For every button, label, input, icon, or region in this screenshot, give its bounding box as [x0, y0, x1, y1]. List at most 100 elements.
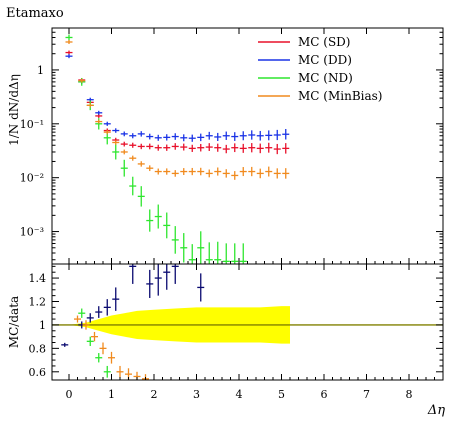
main-point	[214, 241, 222, 264]
y-tick-label: 10⁻³	[20, 226, 44, 239]
main-point	[146, 143, 154, 150]
main-point	[78, 78, 86, 83]
legend-item: MC (DD)	[258, 53, 352, 67]
ratio-point	[86, 336, 94, 347]
y-tick-label: 10⁻²	[20, 172, 44, 185]
main-point	[129, 133, 137, 139]
ratio-point	[95, 306, 103, 318]
ratio-point	[78, 308, 86, 318]
main-point	[154, 144, 162, 151]
ratio-point	[82, 320, 90, 330]
main-point	[231, 171, 239, 180]
main-point	[120, 141, 128, 147]
ratio-point	[163, 264, 171, 290]
main-point	[95, 110, 103, 115]
main-point	[154, 134, 162, 141]
axes: 0 1 2 3 4 5 6 7 8 1 10⁻¹ 10⁻² 10⁻³ 0.6 0.8 1 1.2 1.4	[20, 28, 443, 401]
ratio-y-tick-label: 0.6	[29, 366, 47, 379]
main-point	[197, 133, 205, 142]
main-point	[86, 103, 94, 108]
main-point	[222, 144, 230, 154]
ratio-point	[99, 342, 107, 355]
main-point	[163, 212, 171, 239]
main-point	[163, 168, 171, 175]
main-point	[129, 176, 137, 196]
main-point	[65, 50, 73, 55]
x-tick-label: 2	[151, 388, 158, 401]
main-point	[95, 119, 103, 124]
main-point	[265, 130, 273, 141]
main-point	[248, 130, 256, 140]
main-point	[180, 168, 188, 175]
ratio-point	[154, 264, 162, 296]
main-point	[137, 186, 145, 207]
main-point	[282, 168, 290, 179]
main-point	[112, 144, 120, 160]
main-point	[137, 143, 145, 150]
main-point	[171, 170, 179, 177]
main-point	[137, 161, 145, 167]
main-point	[239, 143, 247, 153]
y-tick-label: 10⁻¹	[20, 118, 44, 131]
x-tick-label: 0	[66, 388, 73, 401]
main-point	[146, 133, 154, 140]
main-point	[137, 131, 145, 137]
ratio-point	[74, 315, 81, 323]
legend-label: MC (MinBias)	[298, 89, 382, 103]
main-point	[65, 34, 73, 41]
ratio-point	[171, 264, 179, 284]
ratio-point	[129, 264, 137, 284]
ratio-point	[103, 299, 111, 316]
main-point	[65, 54, 73, 59]
x-tick-label: 3	[193, 388, 200, 401]
ratio-point	[86, 313, 94, 323]
main-point	[120, 131, 128, 137]
ratio-y-tick-label: 1.4	[29, 272, 47, 285]
legend-label: MC (SD)	[298, 35, 351, 49]
main-point	[197, 167, 205, 176]
ratio-point	[91, 331, 98, 342]
main-point	[129, 155, 137, 161]
legend-label: MC (DD)	[298, 53, 352, 67]
main-point	[154, 204, 162, 229]
ratio-y-tick-label: 1	[39, 319, 46, 332]
main-point	[239, 131, 247, 141]
main-point	[171, 133, 179, 140]
main-point	[273, 168, 281, 179]
x-tick-label: 4	[236, 388, 243, 401]
main-point	[171, 143, 179, 150]
main-point	[273, 129, 281, 141]
ratio-y-tick-label: 1.2	[29, 295, 47, 308]
x-tick-label: 6	[321, 388, 328, 401]
main-point	[188, 134, 196, 142]
main-point	[163, 134, 171, 141]
main-point	[205, 143, 213, 151]
main-y-axis-label: 1/N dN/dΔη	[7, 74, 21, 146]
x-axis-label: Δη	[427, 403, 445, 418]
legend-item: MC (ND)	[258, 71, 353, 85]
ratio-point	[146, 269, 154, 298]
main-point	[103, 121, 111, 126]
main-point	[188, 144, 196, 152]
ratio-y-tick-label: 0.8	[29, 342, 47, 355]
main-point	[146, 209, 154, 232]
ratio-point	[103, 365, 111, 378]
ratio-point	[112, 287, 120, 311]
x-tick-label: 7	[363, 388, 370, 401]
main-point	[214, 167, 222, 176]
legend: MC (SD) MC (DD) MC (ND) MC (MinBias)	[258, 35, 382, 103]
main-point	[188, 167, 196, 176]
main-point	[273, 143, 281, 155]
main-point	[256, 130, 264, 141]
main-point	[231, 132, 239, 141]
ratio-y-axis-label: MC/data	[7, 296, 21, 348]
main-point	[256, 143, 264, 154]
main-point	[222, 243, 230, 264]
main-point	[205, 169, 213, 178]
legend-item: MC (SD)	[258, 35, 351, 49]
main-point	[180, 134, 188, 142]
main-point	[112, 140, 120, 145]
chart-title: Etamaxo	[6, 6, 64, 21]
ratio-point	[95, 353, 103, 363]
legend-label: MC (ND)	[298, 71, 353, 85]
